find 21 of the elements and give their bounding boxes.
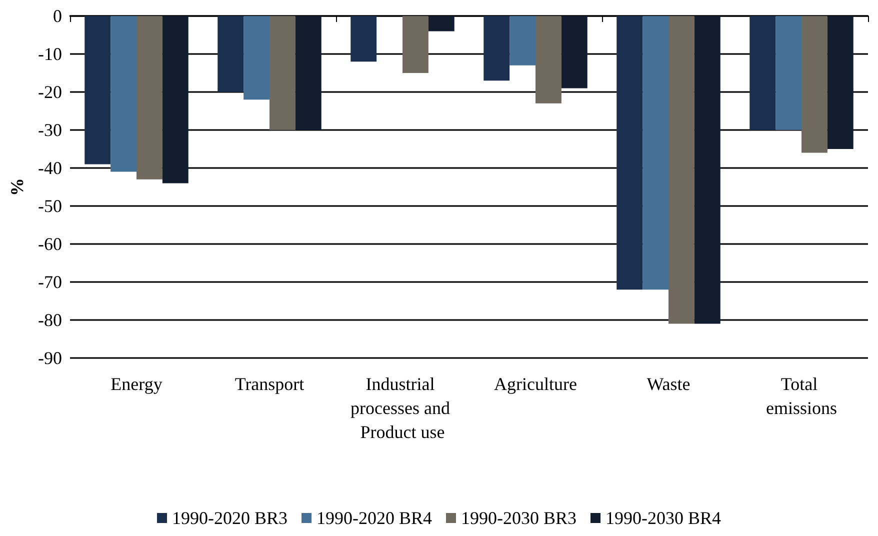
- x-tick-label: Waste: [646, 374, 690, 394]
- y-tick-label: -40: [38, 158, 62, 178]
- legend-label: 1990-2030 BR3: [461, 508, 577, 528]
- y-tick-label: -20: [38, 82, 62, 102]
- x-tick-label: Transport: [234, 374, 304, 394]
- y-axis-title: %: [7, 178, 27, 196]
- y-tick-label: -30: [38, 120, 62, 140]
- y-tick-label: 0: [53, 6, 62, 26]
- y-tick-label: -10: [38, 44, 62, 64]
- x-tick-label: Agriculture: [494, 374, 577, 394]
- legend-label: 1990-2020 BR3: [172, 508, 288, 528]
- x-tick-label: Energy: [110, 374, 162, 394]
- y-tick-label: -90: [38, 348, 62, 368]
- x-tick-label: Total emissions: [766, 374, 838, 418]
- y-tick-label: -80: [38, 310, 62, 330]
- y-tick-label: -50: [38, 196, 62, 216]
- legend-label: 1990-2030 BR4: [606, 508, 722, 528]
- y-tick-label: -60: [38, 234, 62, 254]
- legend-label: 1990-2020 BR4: [316, 508, 432, 528]
- y-tick-label: -70: [38, 272, 62, 292]
- x-tick-label: Industrial processes and Product use: [350, 374, 454, 442]
